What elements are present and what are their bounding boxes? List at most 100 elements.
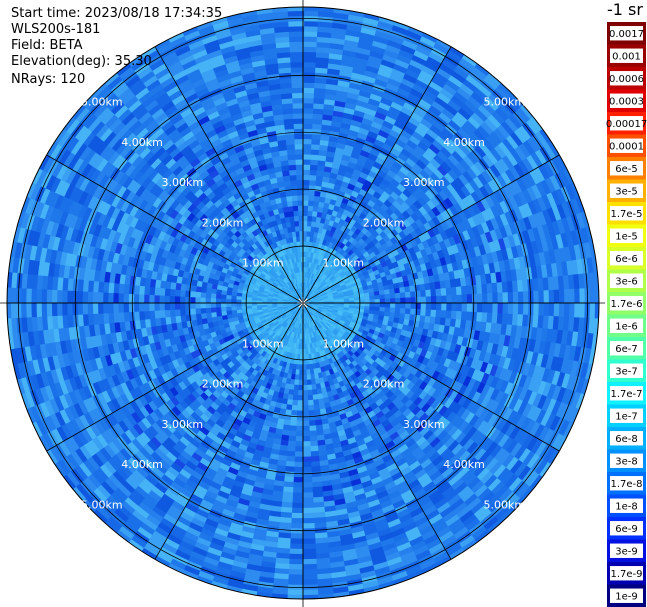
radar-cell [312, 268, 317, 275]
radar-cell [305, 241, 310, 247]
radar-cell [303, 174, 311, 181]
radar-cell [311, 138, 321, 146]
radar-cell [320, 134, 331, 142]
radar-cell [314, 268, 318, 275]
radar-cell [316, 247, 321, 255]
radar-cell [446, 183, 458, 196]
radar-cell [290, 522, 303, 530]
radar-cell [438, 131, 452, 144]
radar-cell [301, 553, 317, 560]
radar-cell [306, 369, 311, 376]
radar-cell [367, 152, 379, 162]
radar-cell [323, 262, 329, 269]
radar-cell [377, 68, 393, 79]
radar-cell [414, 209, 425, 220]
radar-cell [563, 303, 570, 319]
radar-cell [367, 54, 384, 65]
radar-cell [558, 303, 565, 318]
radar-cell [301, 558, 317, 565]
radar-cell [354, 104, 368, 114]
radar-cell [419, 155, 431, 167]
radar-cell [323, 234, 330, 241]
radar-cell [325, 270, 331, 277]
radar-cell [456, 86, 472, 101]
radar-cell [474, 108, 489, 123]
radar-cell [391, 124, 404, 135]
radar-cell [441, 107, 456, 121]
radar-cell [315, 275, 321, 282]
radar-cell [367, 130, 379, 140]
radar-cell [426, 55, 443, 69]
radar-cell [302, 482, 313, 489]
radar-cell [323, 202, 331, 210]
radar-cell [288, 553, 303, 560]
radar-cell [314, 77, 328, 85]
radar-cell [358, 36, 375, 46]
radar-cell [425, 85, 441, 98]
radar-cell [442, 83, 458, 97]
radar-cell [302, 538, 316, 545]
radar-cell [304, 276, 306, 283]
radar-cell [309, 272, 313, 279]
radar-cell [385, 82, 400, 93]
radar-cell [317, 284, 323, 290]
radar-cell [386, 110, 400, 121]
radar-cell [320, 266, 326, 274]
radar-cell [498, 83, 514, 98]
radar-cell [295, 425, 303, 432]
radar-cell [392, 160, 404, 171]
radar-cell [411, 54, 428, 67]
radar-cell [323, 256, 330, 264]
radar-cell [305, 353, 309, 360]
radar-cell [426, 161, 438, 174]
radar-cell [408, 153, 421, 165]
radar-cell [289, 528, 303, 535]
radar-cell [353, 61, 368, 71]
radar-cell [303, 199, 309, 206]
radar-cell [405, 297, 412, 304]
radar-cell [423, 132, 437, 145]
radar-cell [323, 250, 330, 258]
radar-cell [327, 182, 336, 190]
radar-cell [393, 119, 407, 131]
radar-cell [325, 278, 332, 284]
radar-cell [390, 101, 405, 112]
radar-cell [512, 303, 519, 316]
radar-cell [435, 135, 449, 148]
radar-cell [417, 196, 428, 207]
radar-cell [302, 425, 310, 432]
radar-cell [321, 212, 328, 219]
radar-cell [328, 266, 335, 273]
radar-cell [461, 303, 468, 313]
radar-cell [326, 73, 341, 81]
radar-cell [493, 127, 508, 143]
radar-cell [409, 59, 426, 71]
radar-cell [404, 197, 415, 208]
radar-cell [319, 272, 325, 279]
radar-cell [288, 558, 303, 565]
radar-cell [453, 66, 470, 80]
radar-cell [486, 151, 499, 166]
radar-cell [543, 303, 550, 317]
radar-cell [307, 220, 312, 227]
radar-cell [533, 303, 540, 317]
radar-cell [325, 83, 339, 91]
radar-cell [312, 236, 318, 243]
radar-cell [312, 252, 317, 259]
radar-cell [323, 103, 336, 111]
radar-cell [492, 292, 499, 304]
radar-cell [303, 281, 306, 288]
radar-cell [299, 364, 303, 371]
radar-cell [579, 288, 586, 305]
radar-cell [400, 303, 407, 309]
radar-cell [319, 265, 324, 273]
radar-cell [307, 215, 313, 222]
radar-cell [314, 289, 321, 295]
radar-cell [453, 131, 468, 145]
radar-cell [402, 188, 413, 199]
radar-cell [313, 287, 318, 293]
radar-cell [322, 207, 329, 215]
radar-cell [313, 280, 318, 286]
radar-cell [335, 258, 342, 266]
radar-cell [318, 222, 325, 229]
